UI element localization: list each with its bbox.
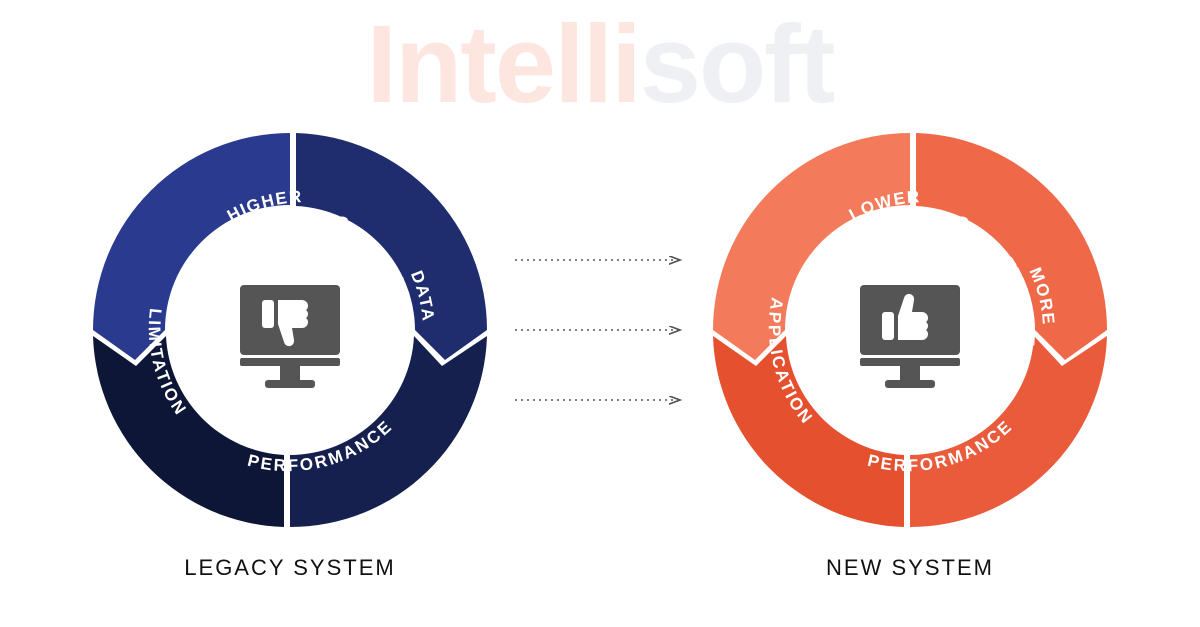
legacy-circle: HIGHER MAINTENANCE COST DATA LOSS LOWER …: [90, 130, 490, 530]
transition-arrows: [510, 230, 690, 430]
legacy-caption: LEGACY SYSTEM: [90, 555, 490, 581]
infographic-stage: Intellisoft HIGHER MAINT: [0, 0, 1200, 627]
thumbs-down-icon: [240, 285, 340, 388]
new-system-circle: LOWER MAINTENANCE COST MORE EFFICIENT HI…: [710, 130, 1110, 530]
watermark-part2: soft: [640, 3, 834, 126]
watermark: Intellisoft: [0, 10, 1200, 120]
thumbs-up-icon: [860, 285, 960, 388]
watermark-part1: Intelli: [367, 3, 640, 126]
new-system-caption: NEW SYSTEM: [710, 555, 1110, 581]
